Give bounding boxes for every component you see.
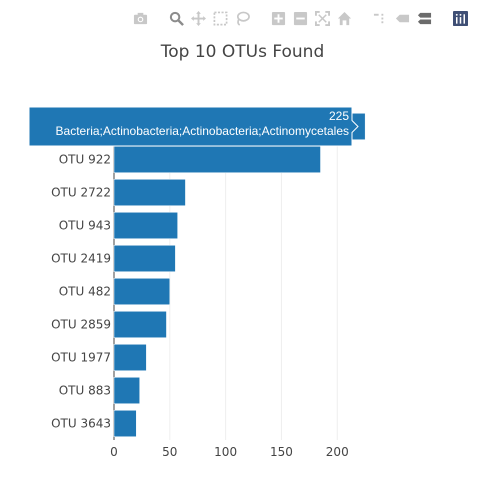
y-tick-label: OTU 2859 — [51, 318, 111, 332]
bar[interactable] — [113, 179, 186, 206]
hover-label: 225Bacteria;Actinobacteria;Actinobacteri… — [28, 106, 359, 147]
autoscale-icon[interactable] — [314, 10, 330, 26]
hover-closest-icon[interactable] — [394, 10, 410, 26]
modebar — [132, 10, 468, 26]
camera-icon[interactable] — [132, 10, 148, 26]
chart-title: Top 10 OTUs Found — [160, 42, 325, 62]
bar[interactable] — [113, 245, 176, 272]
bar[interactable] — [113, 212, 178, 239]
bar[interactable] — [113, 377, 140, 404]
plotly-logo-icon[interactable] — [452, 10, 468, 26]
y-tick-label: OTU 482 — [59, 285, 111, 299]
hover-compare-icon[interactable] — [416, 10, 432, 26]
bar[interactable] — [113, 278, 171, 305]
y-tick-label: OTU 883 — [59, 384, 111, 398]
y-tick-label: OTU 2722 — [51, 186, 111, 200]
x-tick-label: 100 — [214, 445, 237, 459]
y-tick-label: OTU 922 — [59, 153, 111, 167]
hover-taxonomy: Bacteria;Actinobacteria;Actinobacteria;A… — [56, 124, 349, 138]
zoom-out-icon[interactable] — [292, 10, 308, 26]
bar[interactable] — [113, 311, 167, 338]
bar[interactable] — [113, 410, 137, 437]
y-tick-label: OTU 1977 — [51, 351, 111, 365]
hover-value: 225 — [329, 109, 349, 123]
y-tick-label: OTU 3643 — [51, 417, 111, 431]
zoom-icon[interactable] — [168, 10, 184, 26]
hover-box — [28, 106, 359, 147]
x-tick-label: 200 — [326, 445, 349, 459]
box-select-icon[interactable] — [212, 10, 228, 26]
home-icon[interactable] — [336, 10, 352, 26]
bar[interactable] — [113, 146, 321, 173]
bar[interactable] — [113, 344, 147, 371]
y-tick-label: OTU 2419 — [51, 252, 111, 266]
lasso-select-icon[interactable] — [234, 10, 250, 26]
x-tick-label: 0 — [110, 445, 118, 459]
y-tick-label: OTU 943 — [59, 219, 111, 233]
zoom-in-icon[interactable] — [270, 10, 286, 26]
pan-icon[interactable] — [190, 10, 206, 26]
spike-lines-icon[interactable] — [372, 10, 388, 26]
x-tick-label: 50 — [162, 445, 177, 459]
x-tick-label: 150 — [270, 445, 293, 459]
